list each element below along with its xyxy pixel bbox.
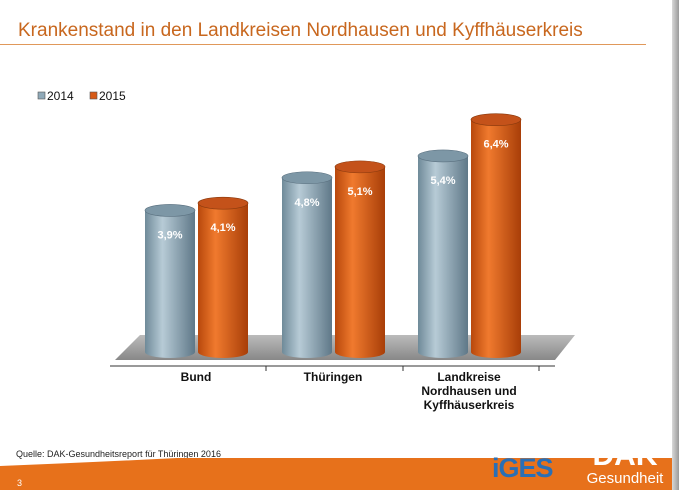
bar-top-2015-0 [197,196,249,210]
bar-top-2014-1 [281,171,333,185]
title-divider [0,44,646,45]
page-number: 3 [17,478,23,488]
legend-swatch-2014 [37,91,46,100]
legend-swatch-2015 [89,91,98,100]
page-title: Krankenstand in den Landkreisen Nordhaus… [18,20,583,41]
bar-top-2015-1 [334,160,386,174]
bar-2014-1 [282,177,332,358]
data-label: 4,8% [294,197,319,209]
source-note: Quelle: DAK-Gesundheitsreport für Thürin… [16,449,221,459]
bar-2015-0 [198,203,248,358]
window-edge [672,0,679,490]
legend-label-2015: 2015 [99,89,126,103]
footer-band [0,458,672,490]
dak-logo: DAK Gesundheit [582,438,668,487]
bar-top-2014-0 [144,204,196,217]
data-label: 4,1% [210,222,235,234]
iges-logo: iGES [492,453,554,483]
bar-2015-1 [335,166,385,358]
bar-2015-2 [471,119,521,359]
category-label: Kyffhäuserkreis [424,398,515,412]
category-label: Landkreise [437,370,501,384]
bar-top-2015-2 [470,113,522,126]
data-label: 5,4% [430,175,455,187]
bar-2014-2 [418,155,468,358]
category-label: Bund [181,370,212,384]
bar-chart: 2014 2015 3,9% 4,1% Bund 4,8% 5,1% Thüringen 5,4… [37,89,575,412]
data-label: 6,4% [483,139,508,151]
bar-top-2014-2 [417,149,469,163]
category-label: Thüringen [304,370,363,384]
bar-2014-0 [145,210,195,358]
data-label: 3,9% [157,229,182,241]
legend-label-2014: 2014 [47,89,74,103]
category-label: Nordhausen und [421,384,516,398]
data-label: 5,1% [347,186,372,198]
